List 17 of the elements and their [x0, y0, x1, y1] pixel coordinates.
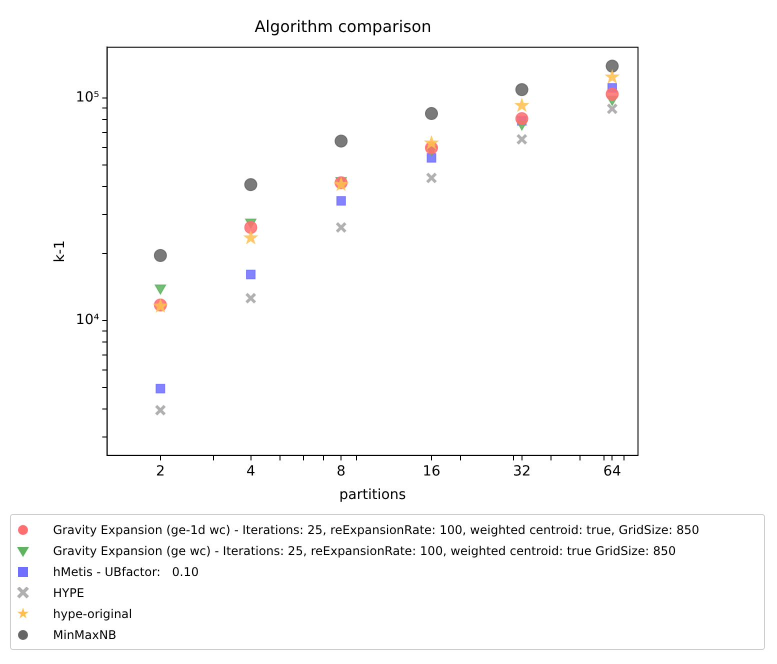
x-tick-label: 8: [336, 463, 346, 480]
legend-label: Gravity Expansion (ge-1d wc) - Iterations: 25, reExpansionRate: 100, weighted centroid: true, GridSize: 850: [53, 522, 700, 536]
y-tick-label: 10⁵: [76, 90, 100, 106]
legend-label: hMetis - UBfactor: 0.10: [53, 564, 199, 578]
legend-label: MinMaxNB: [53, 628, 116, 642]
legend-label: HYPE: [53, 586, 84, 600]
x-tick-label: 64: [603, 463, 622, 480]
x-tick-label: 2: [156, 463, 165, 480]
y-axis-title: k-1: [52, 240, 68, 262]
x-tick-label: 32: [512, 463, 531, 480]
x-tick-label: 4: [246, 463, 256, 480]
x-axis-title: partitions: [339, 487, 406, 504]
legend-label: hype-original: [53, 606, 132, 620]
y-tick-label: 10⁴: [76, 312, 100, 328]
legend-label: Gravity Expansion (ge wc) - Iterations: 25, reExpansionRate: 100, weighted centroid: true GridSize: 850: [53, 544, 676, 558]
chart-title: Algorithm comparison: [254, 16, 432, 36]
x-tick-label: 16: [422, 463, 440, 480]
